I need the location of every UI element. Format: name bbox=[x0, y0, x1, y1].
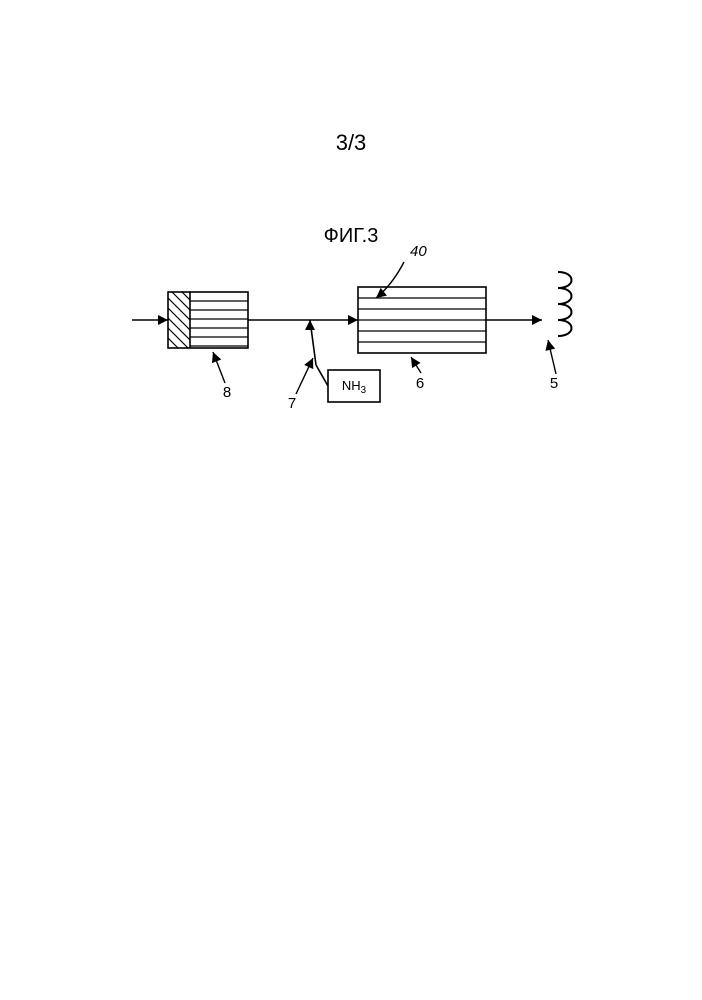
svg-text:5: 5 bbox=[550, 375, 558, 392]
svg-text:6: 6 bbox=[416, 375, 424, 392]
svg-text:8: 8 bbox=[223, 384, 231, 401]
diagram: NH3408765 bbox=[0, 0, 702, 1000]
svg-text:7: 7 bbox=[288, 395, 296, 412]
svg-text:40: 40 bbox=[410, 243, 427, 260]
